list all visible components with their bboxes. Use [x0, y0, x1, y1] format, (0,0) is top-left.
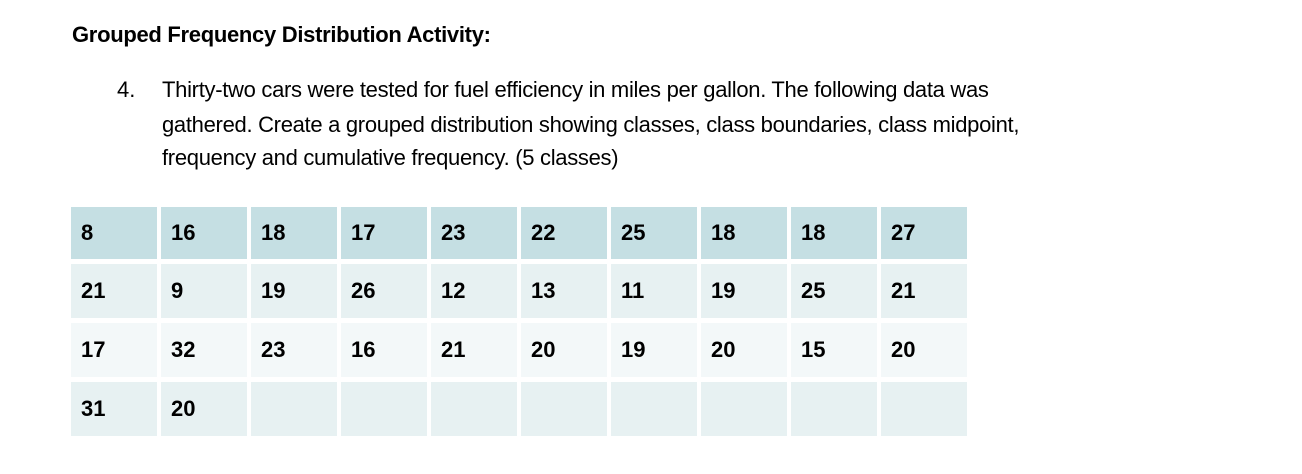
title: Grouped Frequency Distribution Activity:: [72, 22, 491, 47]
table-cell: 15: [791, 323, 877, 377]
table-cell: 25: [791, 264, 877, 318]
table-cell: 16: [341, 323, 427, 377]
table-cell: 16: [161, 207, 247, 259]
table-cell: 19: [251, 264, 337, 318]
empty-cell: [431, 382, 517, 436]
table-cell: 20: [701, 323, 787, 377]
table-cell: 20: [161, 382, 247, 436]
table-cell: 32: [161, 323, 247, 377]
table-cell: 20: [881, 323, 967, 377]
table-cell: 21: [71, 264, 157, 318]
table-cell: 23: [431, 207, 517, 259]
question-number: 4.: [117, 77, 136, 102]
table-cell: 26: [341, 264, 427, 318]
empty-cell: [611, 382, 697, 436]
empty-cell: [701, 382, 787, 436]
empty-cell: [791, 382, 877, 436]
question-line: Thirty-two cars were tested for fuel eff…: [162, 77, 989, 102]
table-cell: 9: [161, 264, 247, 318]
table-cell: 12: [431, 264, 517, 318]
empty-cell: [881, 382, 967, 436]
empty-cell: [251, 382, 337, 436]
question-line: gathered. Create a grouped distribution …: [162, 112, 1020, 137]
table-cell: 21: [431, 323, 517, 377]
data-table: 8 16 18 17 23 22 25 18 18 27 21 9 19 26 12 13 11 19 25 21 17…: [67, 202, 971, 441]
table-cell: 17: [341, 207, 427, 259]
table-row: 31 20: [71, 382, 967, 436]
table-cell: 31: [71, 382, 157, 436]
table-cell: 17: [71, 323, 157, 377]
table-cell: 13: [521, 264, 607, 318]
table-cell: 11: [611, 264, 697, 318]
table-cell: 19: [611, 323, 697, 377]
table-cell: 27: [881, 207, 967, 259]
table-row: 17 32 23 16 21 20 19 20 15 20: [71, 323, 967, 377]
table-cell: 18: [701, 207, 787, 259]
table-cell: 22: [521, 207, 607, 259]
table-cell: 18: [251, 207, 337, 259]
table-cell: 18: [791, 207, 877, 259]
table-cell: 19: [701, 264, 787, 318]
empty-cell: [521, 382, 607, 436]
table-cell: 25: [611, 207, 697, 259]
table-row: 21 9 19 26 12 13 11 19 25 21: [71, 264, 967, 318]
table-row: 8 16 18 17 23 22 25 18 18 27: [71, 207, 967, 259]
empty-cell: [341, 382, 427, 436]
table-cell: 23: [251, 323, 337, 377]
question-line: frequency and cumulative frequency. (5 c…: [162, 145, 619, 170]
table-cell: 8: [71, 207, 157, 259]
table-cell: 20: [521, 323, 607, 377]
table-cell: 21: [881, 264, 967, 318]
